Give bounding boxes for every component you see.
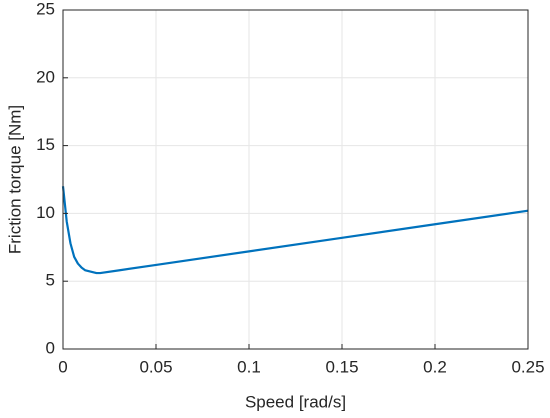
y-tick-label: 15 <box>36 135 55 154</box>
plot <box>61 186 529 275</box>
y-axis-label: Friction torque [Nm] <box>5 105 24 254</box>
x-tick-label: 0 <box>58 357 67 376</box>
y-tick-label: 20 <box>36 67 55 86</box>
y-tick-label: 5 <box>46 271 55 290</box>
y-tick-label: 25 <box>36 0 55 18</box>
x-tick-label: 0.15 <box>325 357 358 376</box>
x-tick-label: 0.05 <box>139 357 172 376</box>
y-tick-label: 10 <box>36 203 55 222</box>
x-axis-label: Speed [rad/s] <box>245 392 346 411</box>
x-tick-label: 0.25 <box>511 357 544 376</box>
line <box>61 186 529 275</box>
y-tick-label: 0 <box>46 338 55 357</box>
axes-box <box>62 9 529 350</box>
x-tick-label: 0.2 <box>423 357 447 376</box>
x-tick-label: 0.1 <box>237 357 261 376</box>
